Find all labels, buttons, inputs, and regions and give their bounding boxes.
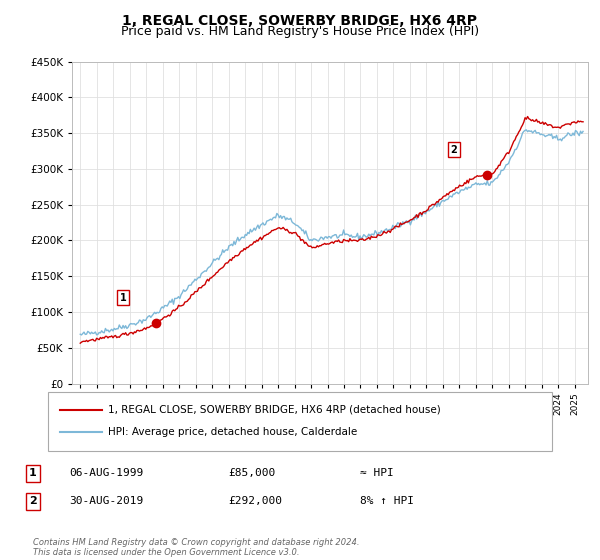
Text: 1, REGAL CLOSE, SOWERBY BRIDGE, HX6 4RP: 1, REGAL CLOSE, SOWERBY BRIDGE, HX6 4RP [122, 14, 478, 28]
Text: 8% ↑ HPI: 8% ↑ HPI [360, 496, 414, 506]
Text: 30-AUG-2019: 30-AUG-2019 [69, 496, 143, 506]
Text: 1, REGAL CLOSE, SOWERBY BRIDGE, HX6 4RP (detached house): 1, REGAL CLOSE, SOWERBY BRIDGE, HX6 4RP … [108, 405, 441, 414]
Text: 2: 2 [451, 144, 457, 155]
Text: Contains HM Land Registry data © Crown copyright and database right 2024.
This d: Contains HM Land Registry data © Crown c… [33, 538, 359, 557]
Text: Price paid vs. HM Land Registry's House Price Index (HPI): Price paid vs. HM Land Registry's House … [121, 25, 479, 38]
Text: HPI: Average price, detached house, Calderdale: HPI: Average price, detached house, Cald… [108, 427, 357, 437]
Text: 06-AUG-1999: 06-AUG-1999 [69, 468, 143, 478]
Text: £292,000: £292,000 [228, 496, 282, 506]
Text: 2: 2 [29, 496, 37, 506]
Text: ≈ HPI: ≈ HPI [360, 468, 394, 478]
Text: 1: 1 [29, 468, 37, 478]
Text: 1: 1 [120, 293, 127, 303]
Text: £85,000: £85,000 [228, 468, 275, 478]
